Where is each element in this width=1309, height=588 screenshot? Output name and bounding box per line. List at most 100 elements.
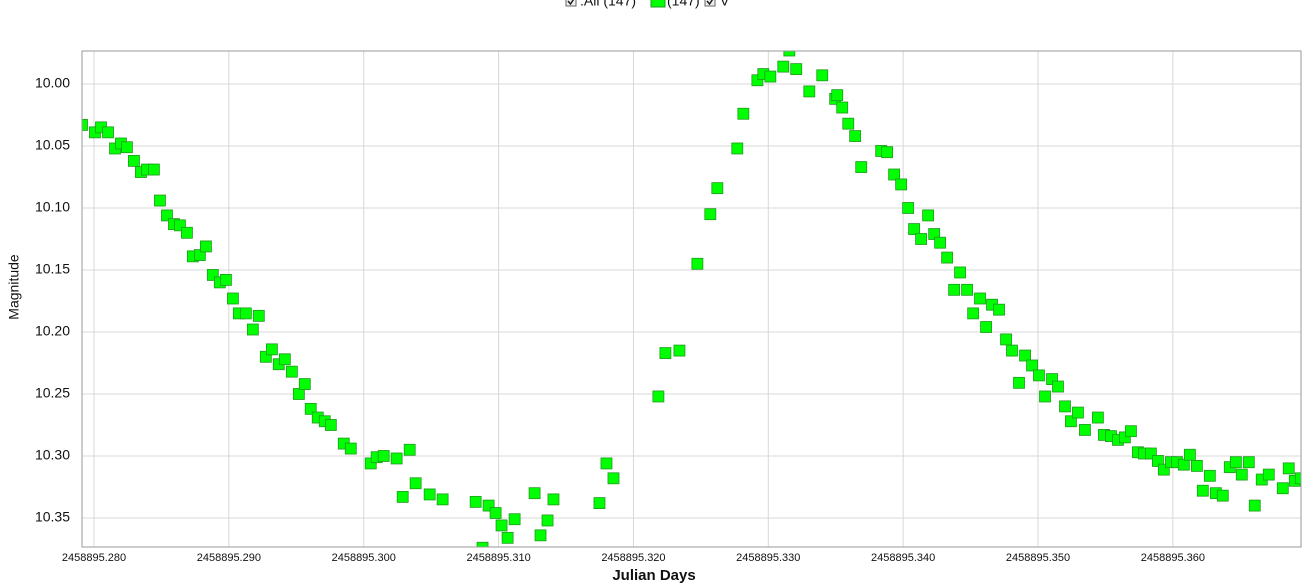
data-point: [469, 495, 482, 508]
data-point: [298, 378, 311, 390]
data-point: [1190, 460, 1203, 472]
data-point: [181, 226, 193, 239]
data-point: [1157, 463, 1170, 476]
data-point: [193, 249, 206, 262]
data-point: [607, 472, 620, 485]
data-point: [652, 390, 665, 403]
data-point: [396, 491, 409, 503]
data-point: [777, 60, 790, 73]
data-point: [476, 541, 489, 547]
data-point: [174, 219, 186, 232]
data-point: [600, 457, 613, 470]
data-point: [888, 168, 901, 181]
data-point: [961, 283, 973, 296]
data-point: [239, 307, 252, 320]
data-point: [227, 292, 239, 305]
data-point: [1006, 344, 1018, 357]
legend-label: :All (147): [580, 0, 636, 9]
data-point: [1072, 406, 1084, 419]
data-point: [659, 347, 672, 359]
data-point: [324, 419, 337, 431]
data-point: [915, 233, 927, 245]
data-point: [1262, 468, 1275, 481]
data-point: [1235, 468, 1248, 481]
data-point: [1052, 380, 1064, 393]
data-point: [849, 130, 862, 142]
data-point: [1183, 448, 1196, 461]
data-point: [1118, 431, 1131, 444]
data-point: [954, 266, 966, 279]
x-tick-label: 2458895.360: [1141, 552, 1205, 564]
data-point: [593, 497, 606, 510]
data-point: [377, 450, 390, 462]
data-point: [154, 194, 166, 207]
data-point: [1229, 456, 1242, 469]
data-point: [1145, 447, 1157, 460]
data-point: [1039, 390, 1051, 403]
data-point: [403, 443, 416, 456]
y-tick-label: 10.00: [35, 75, 70, 91]
data-point: [265, 343, 278, 356]
data-point: [285, 365, 298, 378]
data-point: [364, 457, 377, 470]
data-point: [121, 141, 133, 154]
legend-check: [567, 0, 575, 6]
data-point: [836, 101, 849, 114]
data-point: [1203, 469, 1216, 482]
data-point: [200, 240, 212, 253]
data-point: [1216, 489, 1229, 502]
plot-border: [81, 50, 1302, 548]
data-point: [409, 477, 422, 490]
data-point: [1152, 455, 1164, 467]
data-point: [993, 303, 1005, 316]
data-point: [881, 146, 894, 159]
data-point: [246, 323, 259, 336]
data-point: [816, 69, 829, 82]
data-point: [731, 142, 744, 155]
data-point: [147, 163, 160, 176]
data-point: [128, 154, 140, 167]
data-point: [436, 493, 449, 506]
data-point: [783, 51, 796, 57]
grid: [82, 51, 1301, 547]
data-point: [206, 269, 219, 281]
labels: Julian Days Magnitude 2458895.280 2458895…: [6, 75, 1205, 584]
y-axis-label: Magnitude: [6, 254, 22, 320]
data-point: [928, 228, 941, 240]
data-point: [390, 452, 403, 465]
y-tick-label: 10.15: [35, 261, 70, 277]
legend-label: (147): [667, 0, 700, 9]
data-point: [102, 126, 114, 139]
y-tick-label: 10.10: [35, 199, 70, 215]
legend-swatch: [650, 0, 666, 8]
data-point: [1026, 359, 1038, 372]
data-point: [278, 353, 291, 366]
data-point: [803, 85, 816, 98]
data-point: [292, 388, 305, 400]
data-point: [895, 178, 908, 191]
data-point: [1177, 458, 1190, 471]
x-tick-label: 2458895.330: [736, 552, 800, 564]
data-point: [1125, 425, 1137, 438]
y-tick-label: 10.20: [35, 323, 70, 339]
data-point: [1276, 482, 1289, 495]
y-tick-label: 10.05: [35, 137, 70, 153]
data-point: [547, 493, 560, 506]
data-point: [934, 236, 947, 249]
data-point: [704, 208, 717, 221]
data-point: [902, 202, 915, 214]
y-tick-label: 10.25: [35, 385, 70, 401]
data-point: [737, 107, 750, 120]
data-point: [842, 117, 855, 130]
data-point: [1000, 333, 1012, 346]
data-point: [482, 499, 495, 512]
data-point: [219, 274, 232, 286]
data-point: [711, 182, 724, 195]
x-tick-label: 2458895.300: [332, 552, 396, 564]
x-tick-label: 2458895.340: [871, 552, 935, 564]
data-point: [259, 350, 272, 363]
data-point: [1059, 400, 1071, 413]
data-point: [764, 70, 777, 83]
